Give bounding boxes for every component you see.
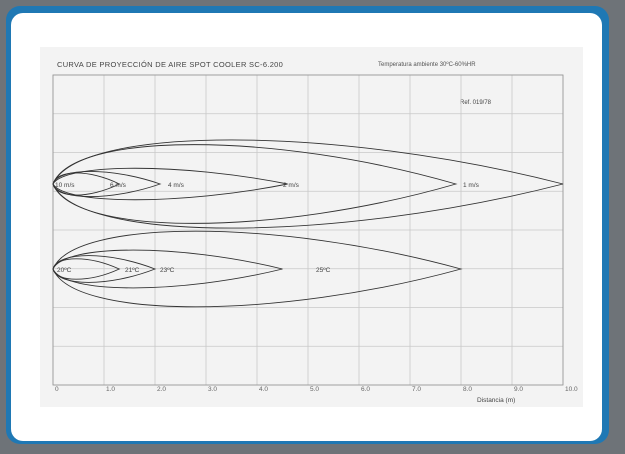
x-axis-label: Distancia (m) — [477, 397, 515, 404]
x-axis-tick-label: 5.0 — [310, 386, 319, 393]
temperature-curve — [52, 249, 283, 289]
velocity-curve-label: 10 m/s — [55, 182, 75, 189]
temperature-curve-label: 23ºC — [160, 267, 175, 274]
temperature-curve-label: 21ºC — [125, 267, 140, 274]
velocity-curve-label: 2 m/s — [283, 182, 300, 189]
velocity-curve — [52, 167, 288, 201]
x-axis-tick-label: 4.0 — [259, 386, 268, 393]
velocity-curve — [52, 139, 564, 229]
chart-sheet: CURVA DE PROYECCIÓN DE AIRE SPOT COOLER … — [40, 47, 583, 407]
x-axis-tick-label: 9.0 — [514, 386, 523, 393]
x-axis-tick-label: 3.0 — [208, 386, 217, 393]
x-axis-tick-label: 0 — [55, 386, 59, 393]
x-axis-ticks: 0 1.0 2.0 3.0 4.0 5.0 6.0 7.0 8.0 9.0 10.0 — [55, 386, 578, 393]
grid-border — [52, 74, 564, 386]
diagram-reference: Ref. 019/78 — [460, 100, 492, 106]
x-axis-tick-label: 1.0 — [106, 386, 115, 393]
temperature-curve-label: 20ºC — [57, 267, 72, 274]
diagram-title: CURVA DE PROYECCIÓN DE AIRE SPOT COOLER … — [57, 60, 283, 69]
velocity-curve-label: 1 m/s — [463, 182, 480, 189]
grid — [52, 74, 564, 386]
x-axis-tick-label: 10.0 — [565, 386, 578, 393]
velocity-curve-label: 6 m/s — [110, 182, 127, 189]
temperature-curve-label: 25ºC — [316, 267, 331, 274]
temperature-curve — [52, 230, 463, 308]
velocity-curve — [52, 144, 458, 224]
x-axis-tick-label: 7.0 — [412, 386, 421, 393]
x-axis-tick-label: 2.0 — [157, 386, 166, 393]
curves — [52, 139, 564, 308]
velocity-curve-label: 4 m/s — [168, 182, 185, 189]
x-axis-tick-label: 6.0 — [361, 386, 370, 393]
air-projection-diagram: CURVA DE PROYECCIÓN DE AIRE SPOT COOLER … — [52, 60, 578, 404]
velocity-curve — [52, 170, 162, 198]
velocity-curve — [52, 172, 121, 196]
x-axis-tick-label: 8.0 — [463, 386, 472, 393]
curve-labels: 10 m/s 6 m/s 4 m/s 2 m/s 1 m/s 20ºC 21ºC 23ºC 25… — [55, 182, 480, 274]
diagram-conditions: Temperatura ambiente 30ºC-60%HR — [378, 61, 476, 68]
